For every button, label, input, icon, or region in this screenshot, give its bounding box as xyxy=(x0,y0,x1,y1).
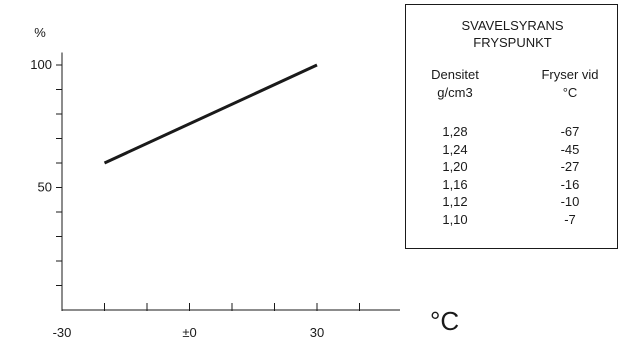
freeze-cell: -7 xyxy=(564,211,576,227)
freeze-cell: -67 xyxy=(560,124,580,139)
chart-ticks xyxy=(56,64,360,311)
density-cell: 1,20 xyxy=(442,159,468,174)
chart-series xyxy=(103,63,318,165)
y-tick-label: 50 xyxy=(38,180,52,195)
freeze-cell: -16 xyxy=(560,176,580,192)
x-tick-label: ±0 xyxy=(182,325,196,340)
freeze-cell: -27 xyxy=(560,159,580,174)
density-unit: g/cm3 xyxy=(437,85,473,100)
table-title-line1: SVAVELSYRANS xyxy=(461,18,564,33)
density-cell: 1,24 xyxy=(442,141,468,157)
x-tick-label: -30 xyxy=(53,325,72,340)
density-cell: 1,12 xyxy=(442,194,468,209)
chart-tick-labels: -30 ±0 30 50 100 xyxy=(30,57,324,340)
freeze-header: Fryser vid xyxy=(541,67,599,82)
freezing-point-chart: -30 ±0 30 50 100 % xyxy=(30,25,400,340)
density-cell: 1,16 xyxy=(442,176,468,192)
y-tick-label: 100 xyxy=(30,57,52,72)
x-tick-label: 30 xyxy=(310,325,324,340)
density-header: Densitet xyxy=(431,67,479,82)
chart-axes xyxy=(61,52,400,311)
freeze-unit: °C xyxy=(562,85,578,100)
density-cell: 1,28 xyxy=(442,124,468,139)
table-title-line2: FRYSPUNKT xyxy=(473,35,552,50)
freezing-point-table: SVAVELSYRANS FRYSPUNKT Densitet g/cm3 Fr… xyxy=(405,4,618,249)
freeze-cell: -10 xyxy=(560,194,580,209)
density-cell: 1,10 xyxy=(442,211,468,227)
series-line xyxy=(103,63,318,165)
y-axis-label: % xyxy=(34,25,46,40)
freeze-cell: -45 xyxy=(560,141,580,157)
x-axis-label: °C xyxy=(430,306,460,336)
